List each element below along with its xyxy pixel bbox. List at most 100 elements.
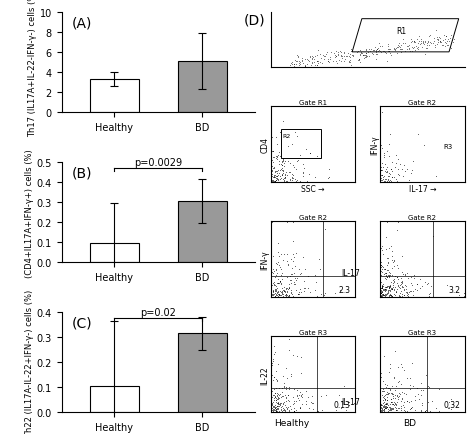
Point xyxy=(268,362,276,368)
Point xyxy=(426,289,434,296)
Point xyxy=(282,294,289,301)
Point xyxy=(443,43,450,49)
Point xyxy=(426,39,433,46)
Point xyxy=(310,406,317,413)
Point xyxy=(377,167,385,174)
Point xyxy=(442,33,449,40)
Point xyxy=(362,54,369,61)
Point xyxy=(284,293,292,300)
Point xyxy=(277,175,285,182)
Point xyxy=(272,294,279,301)
Point xyxy=(297,65,305,72)
Point xyxy=(289,352,297,359)
Point xyxy=(373,46,380,53)
Title: Gate R3: Gate R3 xyxy=(408,329,437,335)
Point xyxy=(274,361,282,368)
Point xyxy=(288,62,295,69)
Point xyxy=(275,158,283,165)
Point xyxy=(285,408,292,415)
Point xyxy=(383,292,390,299)
Point xyxy=(273,174,280,181)
Point xyxy=(388,383,396,390)
Point xyxy=(272,394,279,401)
Point xyxy=(286,293,294,300)
Point xyxy=(401,283,409,289)
Point xyxy=(378,263,385,270)
Point xyxy=(272,260,280,267)
Point xyxy=(290,279,298,286)
Point xyxy=(293,52,301,59)
Point xyxy=(397,281,405,288)
Point xyxy=(268,291,275,298)
Point xyxy=(273,377,281,384)
Point xyxy=(273,176,281,183)
Point xyxy=(286,177,294,184)
Point xyxy=(276,167,283,174)
Point xyxy=(276,129,284,136)
Point xyxy=(311,272,319,279)
Point xyxy=(378,285,385,292)
Point xyxy=(272,406,280,413)
Point xyxy=(267,179,275,186)
Point xyxy=(285,385,292,392)
Point xyxy=(358,51,366,58)
Point xyxy=(381,49,389,56)
Point xyxy=(385,173,393,180)
Point xyxy=(388,169,396,176)
Point xyxy=(301,63,309,70)
Point xyxy=(296,64,303,71)
Point xyxy=(384,405,392,412)
Point xyxy=(401,48,409,55)
Point xyxy=(400,271,407,278)
Point xyxy=(384,293,392,300)
Point xyxy=(410,158,417,165)
Point xyxy=(382,294,389,301)
Point xyxy=(386,405,393,412)
Point xyxy=(436,38,444,45)
Point xyxy=(298,393,305,400)
Point xyxy=(382,266,389,273)
Point xyxy=(386,405,393,412)
Point xyxy=(288,174,296,181)
Point xyxy=(425,293,432,300)
Point xyxy=(283,405,291,412)
Point xyxy=(274,395,282,401)
Point xyxy=(268,174,275,181)
Point xyxy=(383,246,390,253)
Point xyxy=(396,172,403,179)
Point xyxy=(386,292,393,299)
Point xyxy=(397,403,405,410)
Point xyxy=(268,399,275,406)
Point xyxy=(401,272,409,279)
Point xyxy=(288,175,296,182)
Point xyxy=(447,35,454,42)
Point xyxy=(311,62,319,69)
Point xyxy=(384,178,392,184)
Point xyxy=(399,253,406,260)
Point xyxy=(283,274,291,281)
Point xyxy=(314,47,322,54)
Point xyxy=(268,408,275,415)
Point xyxy=(268,264,275,271)
Point xyxy=(378,282,386,289)
Point xyxy=(378,167,386,174)
Point xyxy=(433,36,441,43)
Point xyxy=(390,395,397,402)
Point xyxy=(394,171,401,178)
Point xyxy=(378,392,385,399)
Point xyxy=(270,267,278,274)
Point xyxy=(335,391,343,398)
Point xyxy=(394,276,401,283)
Point xyxy=(303,178,311,185)
Point xyxy=(274,408,282,415)
Point xyxy=(384,273,392,279)
Point xyxy=(381,292,388,299)
Point xyxy=(275,294,283,301)
Point xyxy=(400,292,408,299)
Point xyxy=(274,152,282,159)
Point xyxy=(270,404,277,411)
Point xyxy=(377,164,384,171)
Point xyxy=(313,154,321,161)
Point xyxy=(270,405,277,412)
Point xyxy=(396,290,403,297)
